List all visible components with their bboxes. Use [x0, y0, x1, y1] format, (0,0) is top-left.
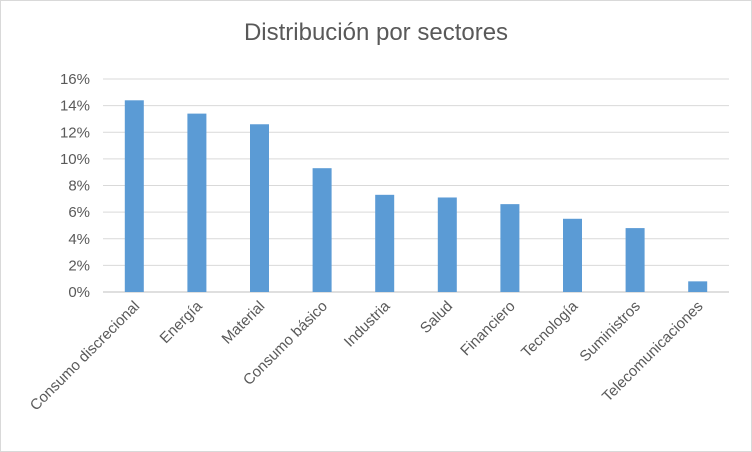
y-tick-label: 12% — [60, 124, 90, 141]
y-tick-label: 16% — [60, 71, 90, 88]
bar — [563, 218, 582, 292]
bar — [312, 168, 332, 292]
bar — [187, 113, 207, 292]
y-tick-label: 10% — [60, 151, 90, 168]
bar — [688, 281, 708, 292]
bar — [437, 197, 457, 292]
x-category-label: Salud — [417, 298, 456, 337]
x-category-label: Consumo discrecional — [27, 298, 143, 414]
y-tick-label: 0% — [68, 284, 90, 301]
y-tick-label: 4% — [68, 231, 90, 248]
x-category-label: Suministros — [576, 298, 643, 365]
x-category-label: Energía — [157, 297, 207, 347]
y-tick-label: 14% — [60, 98, 90, 115]
y-tick-label: 6% — [68, 204, 90, 221]
chart-title: Distribución por sectores — [243, 19, 509, 46]
bar — [124, 100, 144, 292]
x-category-label: Material — [219, 298, 269, 348]
y-tick-label: 2% — [68, 257, 90, 274]
x-category-label: Industria — [341, 297, 394, 350]
x-category-label: Financiero — [457, 298, 519, 360]
x-category-label: Tecnología — [518, 297, 582, 361]
y-tick-label: 8% — [68, 178, 90, 195]
bar — [375, 194, 395, 292]
bar — [625, 228, 645, 292]
bar — [500, 204, 520, 292]
bar — [250, 124, 269, 292]
